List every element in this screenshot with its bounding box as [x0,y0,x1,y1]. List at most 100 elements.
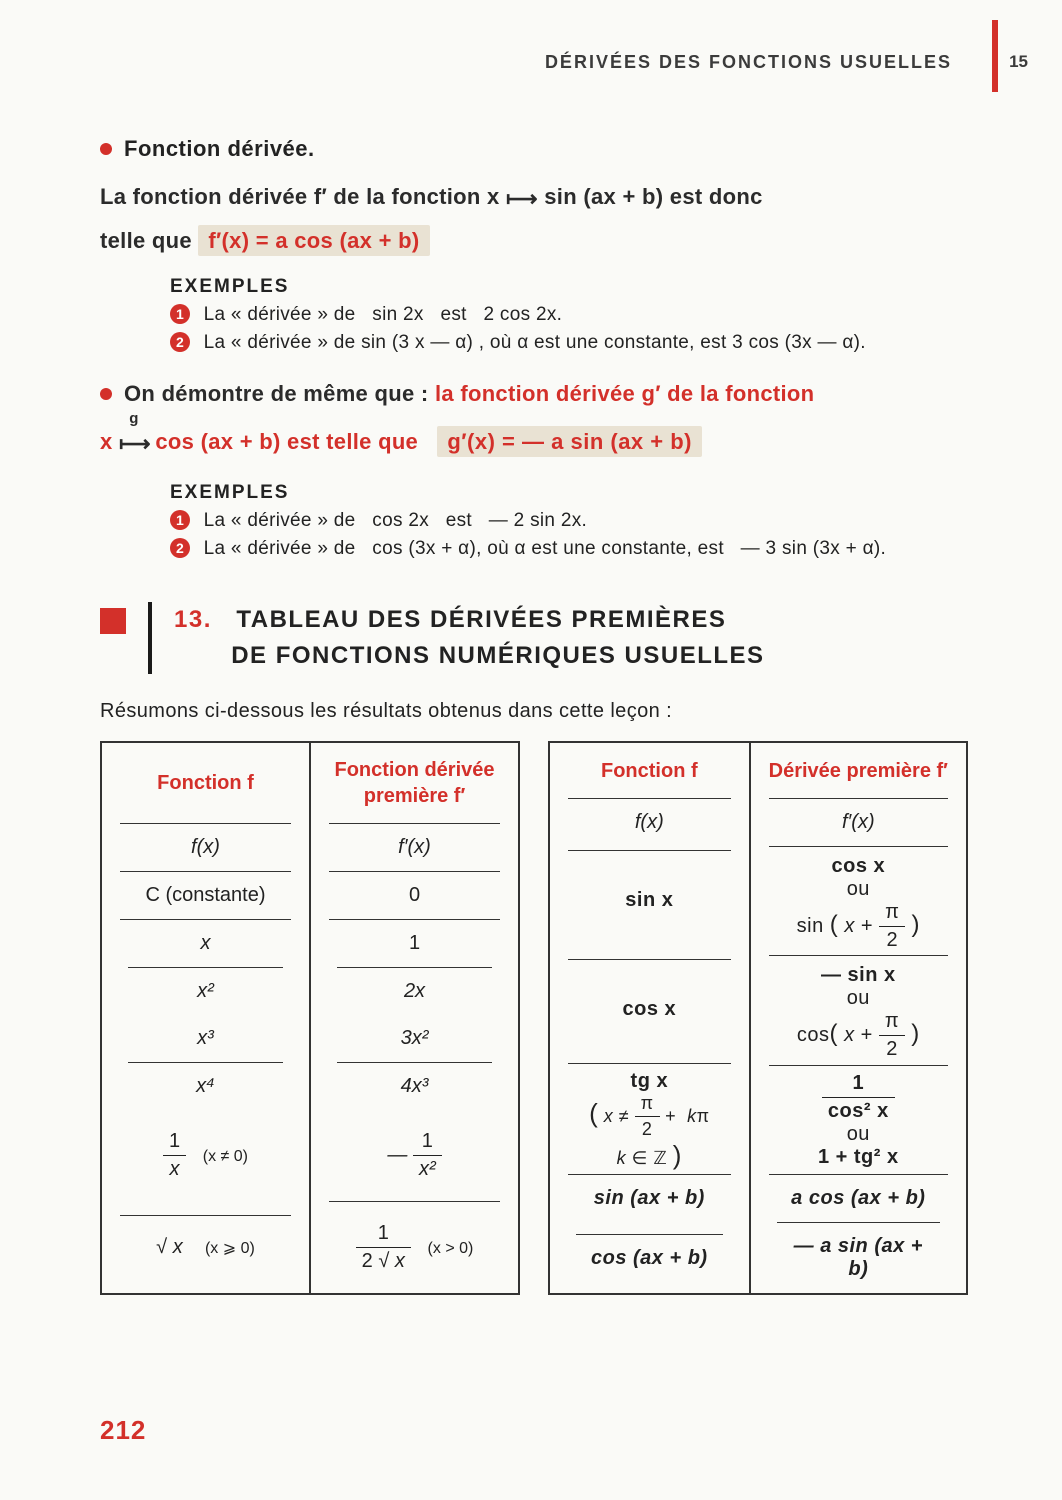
cell: 4x³ [337,1062,492,1110]
examples-head-2: EXEMPLES [170,482,970,504]
table-row: sin x cos x ou sin ( x + π2 ) [549,846,967,955]
math: sin 2x [372,304,423,325]
para-sin-derivative-2: telle que f′(x) = a cos (ax + b) [100,220,970,262]
condition: (x > 0) [428,1240,474,1257]
condition: (x ⩾ 0) [205,1240,255,1257]
cell: — a sin (ax + b) [777,1222,940,1293]
text-red: x [100,429,119,454]
cell: cos x [568,959,731,1059]
fraction: 1x [163,1130,186,1181]
cell: x⁴ [128,1062,283,1110]
cell: 0 [329,871,500,919]
cell: f′(x) [769,798,948,846]
maps-to-icon: ⟼ [506,178,538,220]
para-sin-derivative: La fonction dérivée f′ de la fonction x … [100,176,970,220]
title-line-1: TABLEAU DES DÉRIVÉES PREMIÈRES [236,606,726,633]
cell: a cos (ax + b) [769,1174,948,1222]
para-cos-derivative: On démontre de même que : la fonction dé… [100,370,970,469]
table-row: cos (ax + b) — a sin (ax + b) [549,1222,967,1294]
fraction: π2 [635,1093,660,1140]
bullet-icon [100,388,112,400]
cell: sin x [568,850,731,950]
page: DÉRIVÉES DES FONCTIONS USUELLES 15 Fonct… [0,0,1062,1500]
table-row: C (constante) 0 [101,871,519,919]
table-row: √ x (x ⩾ 0) 12 √ x (x > 0) [101,1201,519,1294]
text: On démontre de même que : [124,381,435,406]
examples-head-1: EXEMPLES [170,276,970,298]
math: — 3 sin (3x + α). [741,538,886,559]
header-rule [992,20,998,92]
math: √ x [156,1236,183,1258]
cell: √ x (x ⩾ 0) [120,1215,291,1279]
math: 3 cos (3x — α). [732,332,866,353]
table-header-row: Fonction f Fonction dérivée première f′ [101,742,519,823]
text-red: la fonction dérivée g′ de la fonction [435,381,814,406]
cell: tg x ( x ≠ π2 + kπ k ∈ ℤ ) [568,1063,731,1173]
cell: 3x² [329,1015,500,1062]
text: est [440,304,472,325]
cell: cos (ax + b) [576,1234,723,1282]
math: cos (3x + α), où α est une constante, es… [372,538,729,559]
condition: (x ≠ 0) [203,1148,248,1165]
cell: x² [128,967,283,1015]
col-derivee: Fonction dérivée première f′ [310,742,519,823]
formula-highlight: g′(x) = — a sin (ax + b) [437,426,702,457]
title-line-2: DE FONCTIONS NUMÉRIQUES USUELLES [231,642,764,669]
heading-fonction-derivee: Fonction dérivée. [100,136,970,162]
cell: f′(x) [329,823,500,871]
section-13-heading: 13. TABLEAU DES DÉRIVÉES PREMIÈRES DE FO… [100,602,970,674]
heading-text: Fonction dérivée. [124,136,315,161]
derivatives-table-right: Fonction f Dérivée première f′ f(x) f′(x… [548,741,968,1295]
col-fonction: Fonction f [549,742,750,797]
section-number: 13. [174,606,212,633]
text: ou [847,1123,870,1145]
cell: C (constante) [120,871,291,919]
text: La « dérivée » de [204,304,362,325]
cell: 2x [337,967,492,1015]
table-row: x⁴ 4x³ [101,1062,519,1110]
text: ou [847,987,870,1009]
page-number-top: 15 [1009,52,1028,72]
cell: 1x (x ≠ 0) [120,1110,291,1201]
page-number-bottom: 212 [100,1415,146,1446]
badge-2-icon: 2 [170,332,190,352]
section-title: 13. TABLEAU DES DÉRIVÉES PREMIÈRES DE FO… [174,602,765,674]
fraction: π2 [879,1010,905,1061]
cell: sin (ax + b) [568,1174,731,1222]
table-row: tg x ( x ≠ π2 + kπ k ∈ ℤ ) 1cos² x ou 1 … [549,1063,967,1174]
math: tg x [631,1070,669,1092]
table-row: f(x) f′(x) [101,823,519,871]
text: La fonction dérivée f′ de la fonction x [100,184,506,209]
cell: 1cos² x ou 1 + tg² x [769,1065,948,1171]
text-red: cos (ax + b) est telle que [155,429,424,454]
example-2-1: 1 La « dérivée » de cos 2x est — 2 sin 2… [170,510,970,532]
table-header-row: Fonction f Dérivée première f′ [549,742,967,797]
math: 1 + tg² x [818,1146,899,1168]
badge-2-icon: 2 [170,538,190,558]
text: La « dérivée » de [204,538,362,559]
vertical-rule [148,602,152,674]
table-row: 1x (x ≠ 0) — 1x² [101,1110,519,1201]
fraction: 1x² [413,1130,442,1181]
math: 2 cos 2x. [483,304,562,325]
math: — sin x [821,964,896,986]
text: ou [847,878,870,900]
cell: cos x ou sin ( x + π2 ) [769,846,948,954]
derivatives-table-left: Fonction f Fonction dérivée première f′ … [100,741,520,1295]
table-row: x 1 [101,919,519,967]
fraction: π2 [879,901,905,952]
math: cos x [831,855,885,877]
text: La « dérivée » de [204,510,362,531]
text: , où α est une constante, est [479,332,732,353]
tables-wrapper: Fonction f Fonction dérivée première f′ … [100,741,970,1295]
fraction: 12 √ x [356,1222,411,1273]
table-row: f(x) f′(x) [549,798,967,846]
example-2-2: 2 La « dérivée » de cos (3x + α), où α e… [170,538,970,560]
example-1-1: 1 La « dérivée » de sin 2x est 2 cos 2x. [170,304,970,326]
table-row: cos x — sin x ou cos( x + π2 ) [549,955,967,1064]
table-row: sin (ax + b) a cos (ax + b) [549,1174,967,1222]
table-lead: Résumons ci-dessous les résultats obtenu… [100,700,970,723]
table-row: x³ 3x² [101,1015,519,1062]
badge-1-icon: 1 [170,304,190,324]
table-row: x² 2x [101,967,519,1015]
